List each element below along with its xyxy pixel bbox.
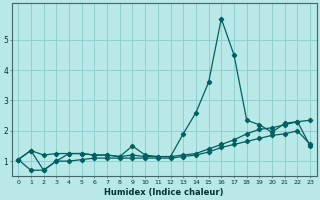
X-axis label: Humidex (Indice chaleur): Humidex (Indice chaleur) — [104, 188, 224, 197]
